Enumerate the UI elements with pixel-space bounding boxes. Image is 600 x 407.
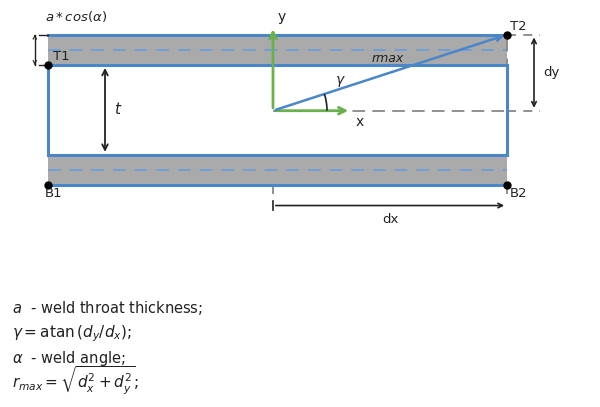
Text: B1: B1 — [45, 187, 62, 200]
Text: T1: T1 — [53, 50, 70, 63]
Text: $\alpha$  - weld angle;: $\alpha$ - weld angle; — [12, 349, 125, 368]
Bar — [48, 155, 507, 185]
Text: dx: dx — [382, 213, 398, 226]
Text: B2: B2 — [510, 187, 527, 200]
Text: y: y — [278, 11, 286, 24]
Text: $a$  - weld throat thickness;: $a$ - weld throat thickness; — [12, 300, 203, 317]
Text: T2: T2 — [510, 20, 527, 33]
Text: $\gamma$: $\gamma$ — [335, 74, 346, 88]
Text: x: x — [356, 115, 364, 129]
Text: t: t — [114, 103, 120, 117]
Text: dy: dy — [543, 66, 559, 79]
Bar — [48, 35, 507, 65]
Text: $r_{max} = \sqrt{d_x^2 + d_y^2};$: $r_{max} = \sqrt{d_x^2 + d_y^2};$ — [12, 364, 139, 397]
Text: rmax: rmax — [372, 52, 404, 64]
Text: $a*cos(\alpha)$: $a*cos(\alpha)$ — [45, 9, 107, 24]
Text: $\gamma = \mathrm{atan}\,(d_y/d_x);$: $\gamma = \mathrm{atan}\,(d_y/d_x);$ — [12, 323, 132, 344]
